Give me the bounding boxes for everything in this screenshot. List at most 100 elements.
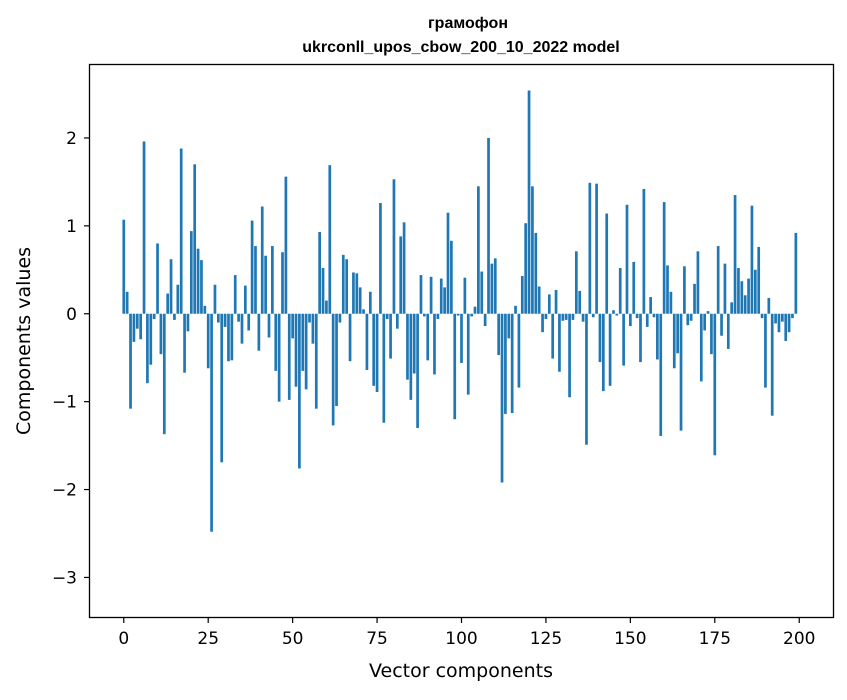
bar	[247, 313, 251, 331]
bar	[291, 313, 294, 339]
bar	[379, 203, 382, 314]
bar	[760, 313, 764, 319]
bars-group	[122, 90, 798, 532]
bar	[632, 261, 636, 314]
bar	[183, 313, 186, 373]
bar	[747, 278, 750, 314]
bar	[524, 223, 528, 314]
bar	[703, 313, 707, 331]
bar	[439, 278, 443, 314]
bar	[618, 268, 622, 314]
y-axis-ticks: −3 −2 −1 0 1 2	[52, 129, 90, 588]
bar	[622, 313, 625, 366]
bar	[193, 164, 197, 314]
bar	[656, 313, 659, 360]
bar	[780, 313, 784, 322]
bar	[223, 313, 227, 327]
bar	[791, 313, 794, 319]
bar	[216, 313, 220, 323]
bar	[281, 252, 284, 314]
bar	[230, 313, 234, 361]
bar	[436, 313, 440, 320]
bar	[277, 313, 281, 402]
bar	[733, 195, 737, 314]
bar	[162, 313, 166, 435]
bar	[240, 313, 244, 344]
bar	[200, 260, 203, 314]
bar	[794, 232, 798, 314]
bar	[423, 313, 426, 317]
bar	[764, 313, 767, 388]
bar	[132, 313, 136, 342]
bar	[173, 313, 176, 320]
bar	[412, 313, 416, 374]
bar	[355, 273, 359, 314]
bar	[598, 313, 602, 363]
bar	[686, 313, 690, 326]
bar	[460, 313, 463, 363]
bar	[571, 313, 575, 320]
bar	[463, 277, 467, 314]
bar	[726, 313, 730, 349]
bar	[750, 205, 754, 314]
y-tick-label: 0	[66, 305, 77, 325]
bar	[399, 236, 403, 314]
bar	[321, 268, 325, 314]
bar	[770, 313, 774, 416]
bar	[689, 313, 693, 321]
bar	[250, 220, 254, 314]
bar	[730, 302, 734, 314]
bar	[740, 281, 744, 314]
bar	[429, 276, 433, 314]
bar	[483, 313, 487, 327]
bar	[504, 313, 507, 414]
bar	[166, 293, 170, 314]
y-tick-label: 1	[66, 217, 77, 237]
bar	[308, 313, 311, 323]
bar	[713, 313, 717, 456]
x-tick-label: 125	[530, 629, 562, 649]
x-axis-ticks: 0 25 50 75 100 125 150 175 200	[118, 617, 815, 649]
bar	[514, 305, 517, 314]
bar	[453, 313, 457, 420]
x-tick-label: 150	[614, 629, 646, 649]
bar	[325, 300, 328, 314]
bar	[669, 291, 673, 314]
bar	[419, 275, 423, 314]
bar	[531, 186, 534, 314]
bar	[480, 271, 484, 314]
bar	[574, 251, 578, 314]
bar	[213, 284, 217, 314]
bar	[233, 275, 237, 314]
bar	[176, 284, 180, 314]
bar	[639, 313, 642, 363]
bar	[169, 259, 173, 314]
bar	[264, 255, 267, 314]
y-tick-label: −2	[52, 481, 77, 501]
bar	[699, 313, 703, 382]
bar	[456, 313, 460, 316]
bar	[227, 313, 230, 362]
bar	[595, 183, 598, 314]
bar	[189, 231, 193, 314]
bar	[662, 202, 666, 314]
bar	[395, 313, 399, 329]
bar	[318, 232, 321, 314]
x-tick-label: 75	[366, 629, 388, 649]
bar	[720, 313, 723, 336]
bar	[338, 313, 342, 323]
bar	[146, 313, 149, 384]
bar	[301, 313, 305, 371]
x-tick-label: 200	[783, 629, 815, 649]
bar	[510, 313, 514, 414]
bar	[473, 306, 477, 314]
bar	[716, 246, 720, 314]
bar	[652, 313, 656, 318]
bar	[196, 248, 200, 314]
bar	[497, 313, 500, 356]
bar	[210, 313, 213, 532]
bar	[375, 313, 379, 392]
chart-subtitle: ukrconll_upos_cbow_200_10_2022 model	[302, 39, 619, 56]
bar	[362, 309, 365, 314]
bar	[179, 148, 183, 314]
